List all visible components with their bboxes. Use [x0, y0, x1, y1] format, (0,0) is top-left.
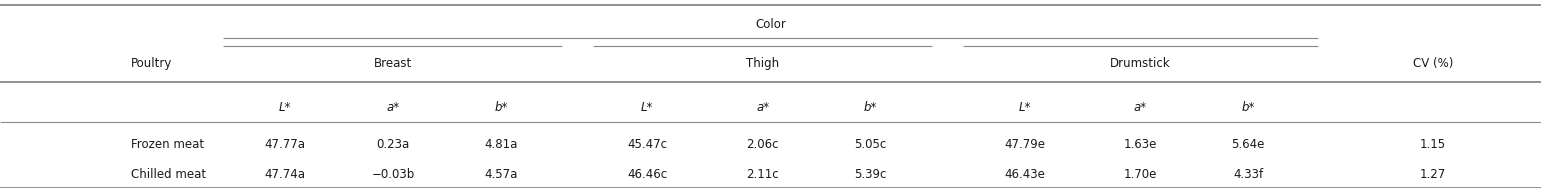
Text: 45.47c: 45.47c	[627, 138, 667, 151]
Text: L*: L*	[1019, 101, 1031, 114]
Text: CV (%): CV (%)	[1413, 57, 1453, 70]
Text: Color: Color	[755, 18, 786, 31]
Text: 0.23a: 0.23a	[376, 138, 410, 151]
Text: a*: a*	[387, 101, 399, 114]
Text: Frozen meat: Frozen meat	[131, 138, 203, 151]
Text: 47.77a: 47.77a	[265, 138, 305, 151]
Text: 47.79e: 47.79e	[1005, 138, 1045, 151]
Text: 5.64e: 5.64e	[1231, 138, 1265, 151]
Text: Poultry: Poultry	[131, 57, 173, 70]
Text: a*: a*	[1134, 101, 1147, 114]
Text: 1.70e: 1.70e	[1123, 168, 1157, 181]
Text: 1.15: 1.15	[1421, 138, 1445, 151]
Text: Thigh: Thigh	[746, 57, 780, 70]
Text: Breast: Breast	[374, 57, 411, 70]
Text: 5.05c: 5.05c	[855, 138, 886, 151]
Text: b*: b*	[495, 101, 507, 114]
Text: b*: b*	[1242, 101, 1254, 114]
Text: 4.57a: 4.57a	[484, 168, 518, 181]
Text: 4.33f: 4.33f	[1233, 168, 1264, 181]
Text: Drumstick: Drumstick	[1110, 57, 1171, 70]
Text: 4.81a: 4.81a	[484, 138, 518, 151]
Text: L*: L*	[279, 101, 291, 114]
Text: L*: L*	[641, 101, 653, 114]
Text: 2.11c: 2.11c	[746, 168, 780, 181]
Text: 5.39c: 5.39c	[854, 168, 888, 181]
Text: Chilled meat: Chilled meat	[131, 168, 206, 181]
Text: 2.06c: 2.06c	[746, 138, 780, 151]
Text: 46.46c: 46.46c	[627, 168, 667, 181]
Text: 1.27: 1.27	[1419, 168, 1447, 181]
Text: a*: a*	[757, 101, 769, 114]
Text: b*: b*	[865, 101, 877, 114]
Text: 47.74a: 47.74a	[265, 168, 305, 181]
Text: 46.43e: 46.43e	[1005, 168, 1045, 181]
Text: −0.03b: −0.03b	[371, 168, 415, 181]
Text: 1.63e: 1.63e	[1123, 138, 1157, 151]
